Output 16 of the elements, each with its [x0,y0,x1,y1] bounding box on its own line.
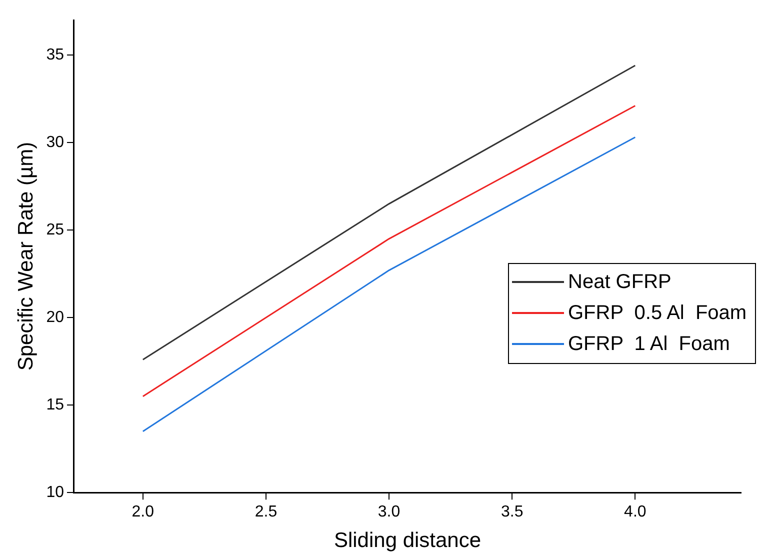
x-tick-label: 2.0 [132,504,154,521]
x-axis-title: Sliding distance [334,529,482,552]
legend-label: GFRP 0.5 Al Foam [568,302,747,324]
y-tick-label: 20 [46,308,64,326]
x-tick-label: 3.0 [378,504,400,521]
y-tick-label: 10 [46,484,64,502]
y-tick-label: 35 [46,46,64,64]
x-tick-label: 2.5 [254,504,278,521]
x-tick-label: 4.0 [624,504,646,521]
legend-label: GFRP 1 Al Foam [568,332,730,356]
y-tick-label: 25 [46,221,64,238]
x-tick-label: 3.5 [500,504,524,521]
y-tick-label: 30 [46,134,64,151]
legend-label: Neat GFRP [568,270,672,294]
y-axis-title: Specific Wear Rate (µm) [14,142,38,371]
y-tick-label: 15 [46,396,64,414]
